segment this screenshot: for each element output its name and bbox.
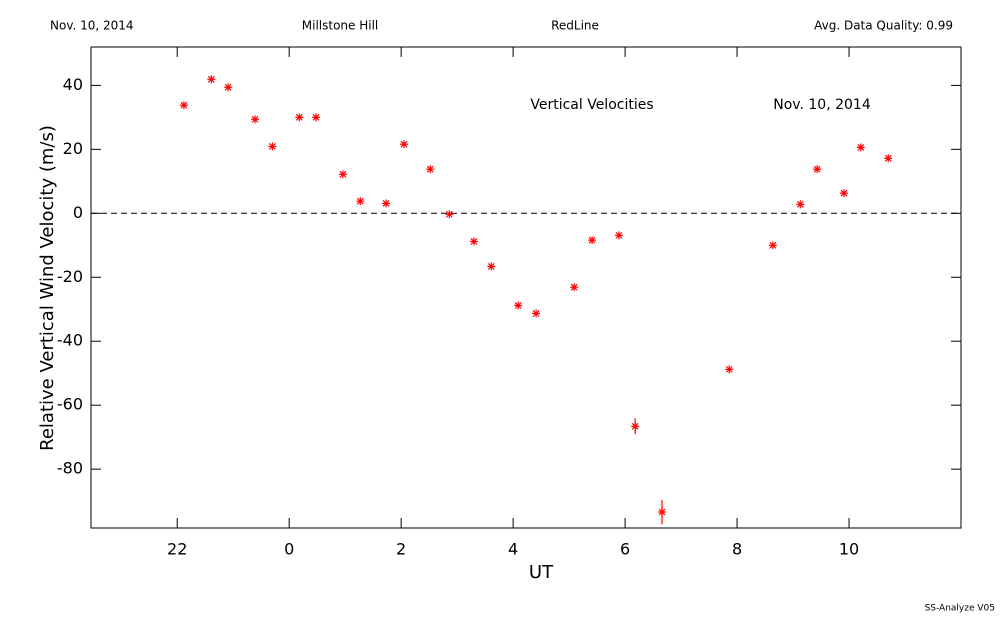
footer: SS-Analyze V05 — [925, 604, 995, 614]
point — [588, 236, 597, 245]
y-tick-label: -20 — [57, 267, 83, 286]
point — [631, 422, 640, 431]
header-instrument: RedLine — [551, 19, 599, 33]
plot-frame — [90, 46, 962, 529]
point — [570, 283, 579, 292]
point — [658, 508, 667, 517]
point — [514, 301, 523, 310]
point — [356, 197, 365, 206]
x-tick-label: 8 — [732, 540, 742, 559]
x-tick-label: 0 — [284, 540, 294, 559]
point — [614, 231, 623, 240]
point — [295, 113, 304, 122]
point — [445, 210, 454, 219]
x-tick-label: 6 — [620, 540, 630, 559]
point — [338, 170, 347, 179]
header-date: Nov. 10, 2014 — [50, 19, 134, 33]
point — [725, 365, 734, 374]
point — [487, 262, 496, 271]
point — [268, 142, 277, 151]
y-tick-label: -60 — [57, 395, 83, 414]
header-quality: Avg. Data Quality: 0.99 — [814, 19, 953, 33]
x-tick-label: 22 — [167, 540, 187, 559]
point — [382, 199, 391, 208]
point — [768, 241, 777, 250]
point — [224, 83, 233, 92]
header-site: Millstone Hill — [302, 19, 378, 33]
point — [426, 165, 435, 174]
point — [813, 165, 822, 174]
x-tick-label: 2 — [396, 540, 406, 559]
point — [399, 140, 408, 149]
annotation: Nov. 10, 2014 — [773, 97, 871, 113]
x-tick-label: 10 — [839, 540, 859, 559]
point — [856, 143, 865, 152]
x-tick-label: 4 — [508, 540, 518, 559]
y-tick-label: 0 — [73, 203, 83, 222]
y-tick-label: 20 — [63, 139, 83, 158]
x-axis-label: UT — [529, 562, 554, 583]
y-tick-label: 40 — [63, 75, 83, 94]
point — [796, 200, 805, 209]
point — [839, 189, 848, 198]
annotation: Vertical Velocities — [530, 97, 653, 113]
y-axis-label: Relative Vertical Wind Velocity (m/s) — [37, 125, 58, 451]
point — [251, 115, 260, 124]
y-tick-label: -40 — [57, 331, 83, 350]
point — [207, 75, 216, 84]
point — [469, 237, 478, 246]
y-tick-label: -80 — [57, 459, 83, 478]
point — [884, 154, 893, 163]
point — [179, 101, 188, 110]
point — [532, 309, 541, 318]
point — [312, 113, 321, 122]
